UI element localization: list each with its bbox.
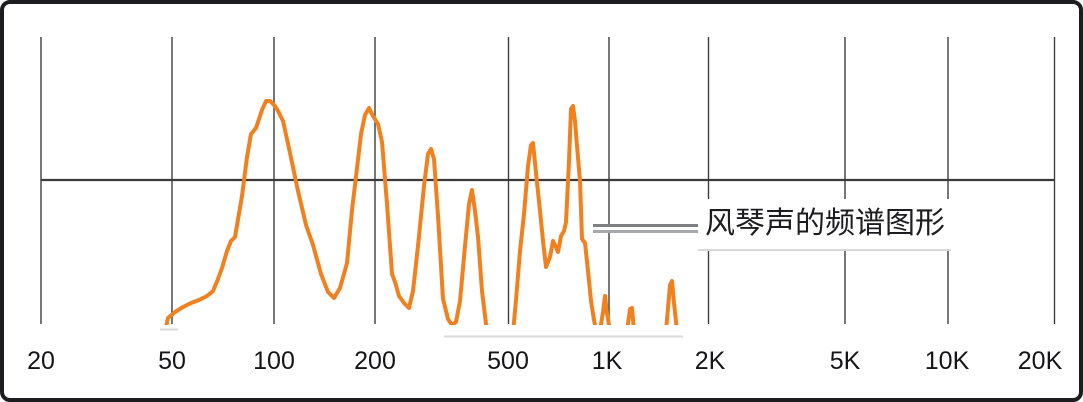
- x-tick-label: 1K: [591, 347, 623, 375]
- x-tick-label: 2K: [694, 347, 726, 375]
- x-tick-label: 50: [158, 347, 186, 375]
- x-tick-label: 20K: [1017, 347, 1063, 375]
- x-tick-label: 500: [487, 347, 529, 375]
- x-tick-label: 20: [27, 347, 55, 375]
- x-tick-label: 100: [253, 347, 295, 375]
- x-tick-label: 5K: [829, 347, 861, 375]
- x-tick-label: 10K: [924, 347, 970, 375]
- callout-label: 风琴声的频谱图形: [698, 199, 951, 251]
- x-tick-label: 200: [354, 347, 396, 375]
- spectrum-curve: [164, 99, 679, 325]
- x-axis-tick-row: 20 50 100 200 500 1K 2K 5K 10K 20K: [0, 347, 1083, 375]
- callout-leader-line: [593, 224, 700, 233]
